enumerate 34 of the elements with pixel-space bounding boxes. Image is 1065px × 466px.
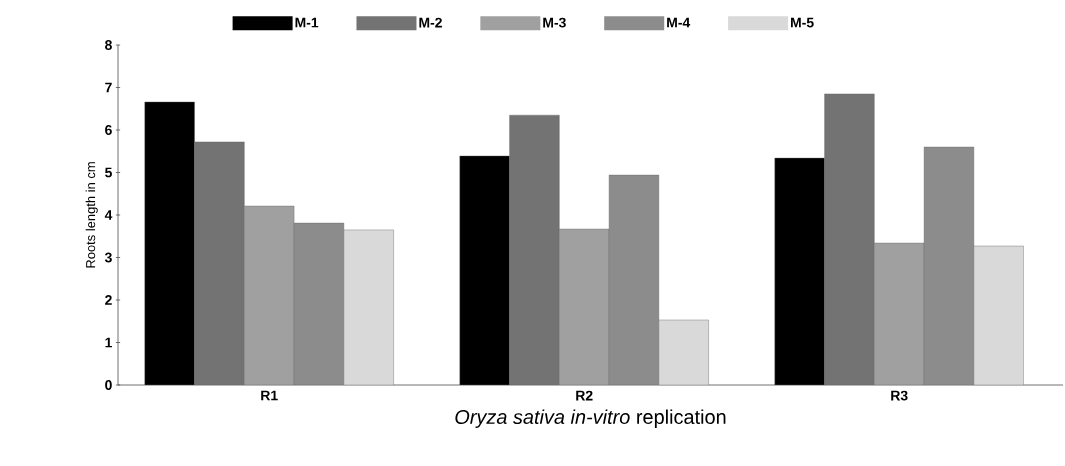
bar [774, 157, 825, 385]
bar [559, 228, 610, 385]
x-tick-label: R1 [261, 390, 278, 401]
bar [658, 319, 709, 385]
y-tick-label: 2 [105, 295, 112, 305]
y-tick-label: 6 [105, 125, 112, 135]
y-tick-label: 4 [104, 210, 113, 220]
x-axis-title: Oryza sativa in-vitro replication [455, 409, 726, 428]
bar [194, 141, 245, 385]
bar [824, 93, 875, 385]
x-tick-label: R2 [576, 390, 593, 401]
y-tick-label: 8 [105, 40, 112, 50]
legend-label: M-5 [791, 17, 814, 28]
bar [973, 245, 1024, 385]
bar [923, 146, 975, 385]
bar [874, 242, 925, 385]
y-tick-label: 7 [105, 82, 112, 93]
y-tick-label: 0 [105, 380, 112, 390]
y-tick-label: 1 [105, 337, 112, 348]
y-tick-label: 5 [105, 167, 112, 178]
bar [608, 174, 660, 385]
bar [459, 155, 510, 385]
bar [343, 229, 394, 385]
y-tick-label: 3 [104, 252, 112, 263]
x-tick-label: R3 [891, 390, 908, 401]
bar [144, 101, 195, 385]
y-axis-title: Roots length in cm [85, 162, 98, 268]
bar [293, 222, 345, 385]
legend-label: M-2 [419, 17, 442, 28]
bar [509, 114, 560, 385]
legend-label: M-4 [667, 17, 691, 28]
bar [244, 205, 295, 385]
legend-label: M-1 [295, 17, 319, 28]
legend-label: M-3 [543, 17, 566, 28]
